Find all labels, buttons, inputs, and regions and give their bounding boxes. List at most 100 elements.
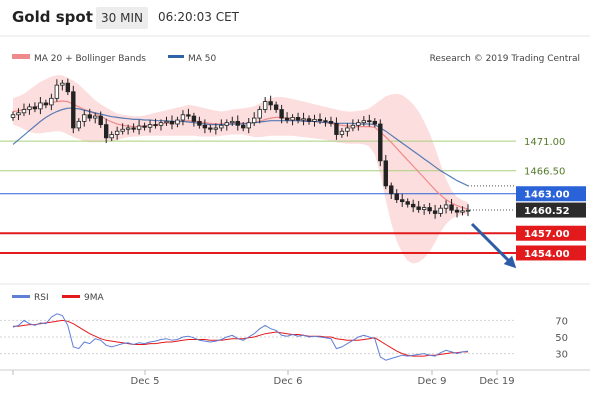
candle-body xyxy=(312,118,317,122)
support-1-label-box xyxy=(516,225,586,241)
candle-body xyxy=(16,112,21,116)
forecast-arrow xyxy=(470,222,517,269)
timestamp: 06:20:03 CET xyxy=(158,10,239,24)
candle-body xyxy=(158,122,164,126)
candle-body xyxy=(125,127,131,130)
candle-body xyxy=(224,122,229,126)
x-tick-label: Dec 6 xyxy=(274,376,303,387)
candle-body xyxy=(213,127,219,130)
candle-body xyxy=(43,102,49,106)
candle-body xyxy=(389,185,394,195)
candle-body xyxy=(246,122,251,129)
candle-body xyxy=(197,120,202,126)
candle-body xyxy=(136,125,142,130)
candle-body xyxy=(460,210,465,213)
rsi-legend-label: RSI xyxy=(34,293,49,303)
candle-body xyxy=(230,120,235,124)
resistance-2-label: 1471.00 xyxy=(524,137,565,148)
ma50-legend-swatch xyxy=(168,55,184,58)
pivot-label: 1463.00 xyxy=(524,190,570,201)
candle-body xyxy=(21,109,27,114)
resistance-1-label: 1466.50 xyxy=(524,167,565,178)
candle-body xyxy=(93,115,98,119)
candle-body xyxy=(295,117,301,121)
candle-body xyxy=(257,109,262,119)
ma50-line xyxy=(12,107,469,187)
timeframe-button[interactable]: 30 MIN xyxy=(96,7,148,29)
credit-label: Research © 2019 Trading Central xyxy=(430,54,580,64)
candle-body xyxy=(284,117,290,121)
candle-body xyxy=(169,120,175,125)
candle-body xyxy=(147,124,153,128)
candle-body xyxy=(219,124,224,129)
x-tick-label: Dec 9 xyxy=(418,376,447,387)
ma20-legend-swatch xyxy=(12,54,30,59)
candle-body xyxy=(54,84,60,99)
candle-body xyxy=(60,82,65,86)
candle-body xyxy=(443,204,449,209)
candle-body xyxy=(268,101,273,106)
candle-body xyxy=(120,128,125,132)
candle-body xyxy=(131,127,136,130)
candle-body xyxy=(208,127,213,130)
candle-body xyxy=(191,115,197,122)
candle-body xyxy=(76,120,81,129)
rsi-panel: 70 50 30 xyxy=(0,313,568,361)
level-labels: 1471.00 1466.50 1463.00 1460.52 1457.00 1454.… xyxy=(516,137,586,261)
rsi-tick-70: 70 xyxy=(555,316,568,327)
candle-body xyxy=(290,117,295,121)
bollinger-area xyxy=(13,75,468,264)
candle-body xyxy=(400,199,405,203)
candle-body xyxy=(98,115,103,126)
candle-body xyxy=(114,130,120,135)
rsi-line xyxy=(12,313,469,361)
candle-body xyxy=(421,207,427,210)
candle-body xyxy=(339,130,345,135)
candle-body xyxy=(38,102,43,110)
x-tick-label: Dec 5 xyxy=(131,376,160,387)
candle-body xyxy=(180,114,186,121)
ma9-legend-swatch xyxy=(62,295,80,298)
candle-body xyxy=(164,120,169,124)
candle-body xyxy=(345,127,350,132)
candle-body xyxy=(109,134,114,139)
candle-body xyxy=(279,109,284,119)
candle-body xyxy=(306,118,312,122)
pivot-label-box xyxy=(516,186,586,202)
candle-body xyxy=(32,106,38,110)
candle-body xyxy=(454,209,460,213)
candle-body xyxy=(10,114,16,118)
candle-body xyxy=(175,119,180,125)
candle-body xyxy=(432,210,438,214)
candle-body xyxy=(334,122,339,135)
price-candles xyxy=(10,78,471,219)
chart-header: Gold spot 30 MIN 06:20:03 CET xyxy=(0,0,590,36)
candle-body xyxy=(323,120,328,123)
candle-body xyxy=(317,118,323,122)
candle-body xyxy=(71,91,76,129)
candle-body xyxy=(241,124,246,129)
candle-body xyxy=(186,114,191,117)
candle-body xyxy=(328,120,334,124)
candle-body xyxy=(465,209,471,212)
time-axis: Dec 5 Dec 6 Dec 9 Dec 19 xyxy=(12,370,515,387)
candle-body xyxy=(273,104,279,110)
moving-averages xyxy=(12,100,469,210)
candle-body xyxy=(372,120,378,125)
candle-body xyxy=(416,206,421,210)
main-legend: MA 20 + Bollinger Bands MA 50 Research ©… xyxy=(12,54,580,64)
support-1-label: 1457.00 xyxy=(524,229,570,240)
symbol-title: Gold spot xyxy=(12,8,93,26)
candle-body xyxy=(356,122,361,126)
rsi-tick-30: 30 xyxy=(555,350,568,361)
candle-body xyxy=(405,201,410,205)
candle-body xyxy=(410,203,416,208)
candle-body xyxy=(361,120,367,124)
ma20-legend-label: MA 20 + Bollinger Bands xyxy=(34,54,146,64)
candle-body xyxy=(367,120,372,123)
candle-body xyxy=(235,120,240,126)
ma50-legend-label: MA 50 xyxy=(188,54,217,64)
bollinger-band xyxy=(13,75,468,264)
rsi-tick-50: 50 xyxy=(555,333,568,344)
